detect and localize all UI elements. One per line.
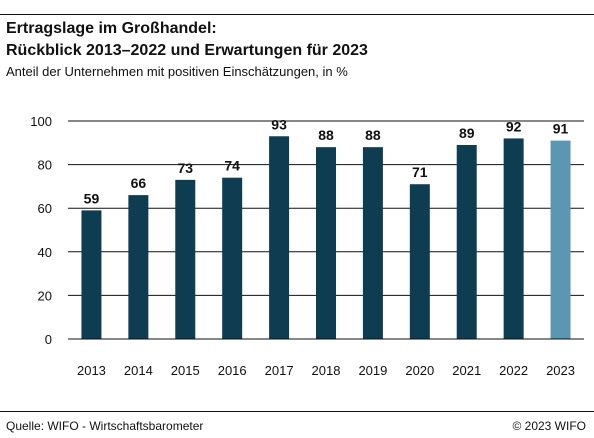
bar-2014 <box>128 195 149 339</box>
value-label: 92 <box>506 118 522 134</box>
value-label: 73 <box>177 160 193 176</box>
value-label: 59 <box>84 190 100 206</box>
x-tick-label: 2016 <box>218 363 247 378</box>
y-tick-label: 20 <box>38 288 52 303</box>
x-tick-label: 2022 <box>499 363 528 378</box>
value-label: 88 <box>365 127 381 143</box>
y-tick-label: 0 <box>45 332 52 347</box>
x-tick-label: 2019 <box>358 363 387 378</box>
chart-title-line-2: Rückblick 2013–2022 und Erwartungen für … <box>6 42 368 59</box>
value-label: 66 <box>131 175 147 191</box>
value-label: 71 <box>412 164 428 180</box>
y-tick-label: 40 <box>38 245 52 260</box>
x-tick-label: 2021 <box>452 363 481 378</box>
bar-2018 <box>316 147 336 339</box>
bar-2022 <box>503 138 524 339</box>
bar-2017 <box>269 136 290 339</box>
value-label: 91 <box>553 121 569 137</box>
x-tick-label: 2017 <box>265 363 294 378</box>
bar-2023 <box>550 140 571 339</box>
x-tick-label: 2023 <box>546 363 575 378</box>
x-tick-label: 2014 <box>124 363 153 378</box>
top-rule <box>0 14 594 15</box>
x-tick-label: 2015 <box>171 363 200 378</box>
y-tick-label: 100 <box>30 114 52 129</box>
source-note: Quelle: WIFO - Wirtschaftsbarometer <box>6 419 204 433</box>
value-label: 74 <box>224 158 240 174</box>
y-tick-label: 60 <box>38 201 52 216</box>
y-tick-label: 80 <box>38 158 52 173</box>
bar-2020 <box>409 184 430 339</box>
bar-2021 <box>456 144 477 339</box>
copyright-note: © 2023 WIFO <box>512 419 586 433</box>
bar-2016 <box>222 177 243 339</box>
value-label: 89 <box>459 125 475 141</box>
x-tick-label: 2020 <box>405 363 434 378</box>
chart-subtitle: Anteil der Unternehmen mit positiven Ein… <box>6 64 348 79</box>
chart-title-line-1: Ertragslage im Großhandel: <box>6 20 217 37</box>
x-tick-label: 2018 <box>312 363 341 378</box>
bar-2015 <box>175 179 196 339</box>
bottom-rule <box>0 411 594 412</box>
value-label: 88 <box>318 127 334 143</box>
x-tick-label: 2013 <box>77 363 106 378</box>
bar-2019 <box>362 147 383 339</box>
bar-2013 <box>81 210 102 339</box>
value-label: 93 <box>271 116 287 132</box>
